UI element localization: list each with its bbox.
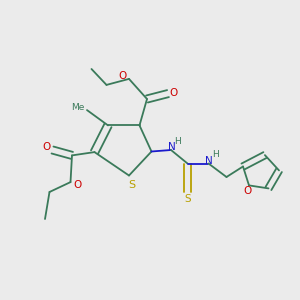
Text: O: O <box>73 180 81 190</box>
Text: H: H <box>212 150 218 159</box>
Text: N: N <box>205 155 213 166</box>
Text: S: S <box>128 179 136 190</box>
Text: H: H <box>174 136 181 146</box>
Text: S: S <box>185 194 191 205</box>
Text: O: O <box>42 142 51 152</box>
Text: O: O <box>169 88 178 98</box>
Text: N: N <box>168 142 176 152</box>
Text: O: O <box>243 186 252 197</box>
Text: O: O <box>119 71 127 81</box>
Text: Me: Me <box>71 103 85 112</box>
